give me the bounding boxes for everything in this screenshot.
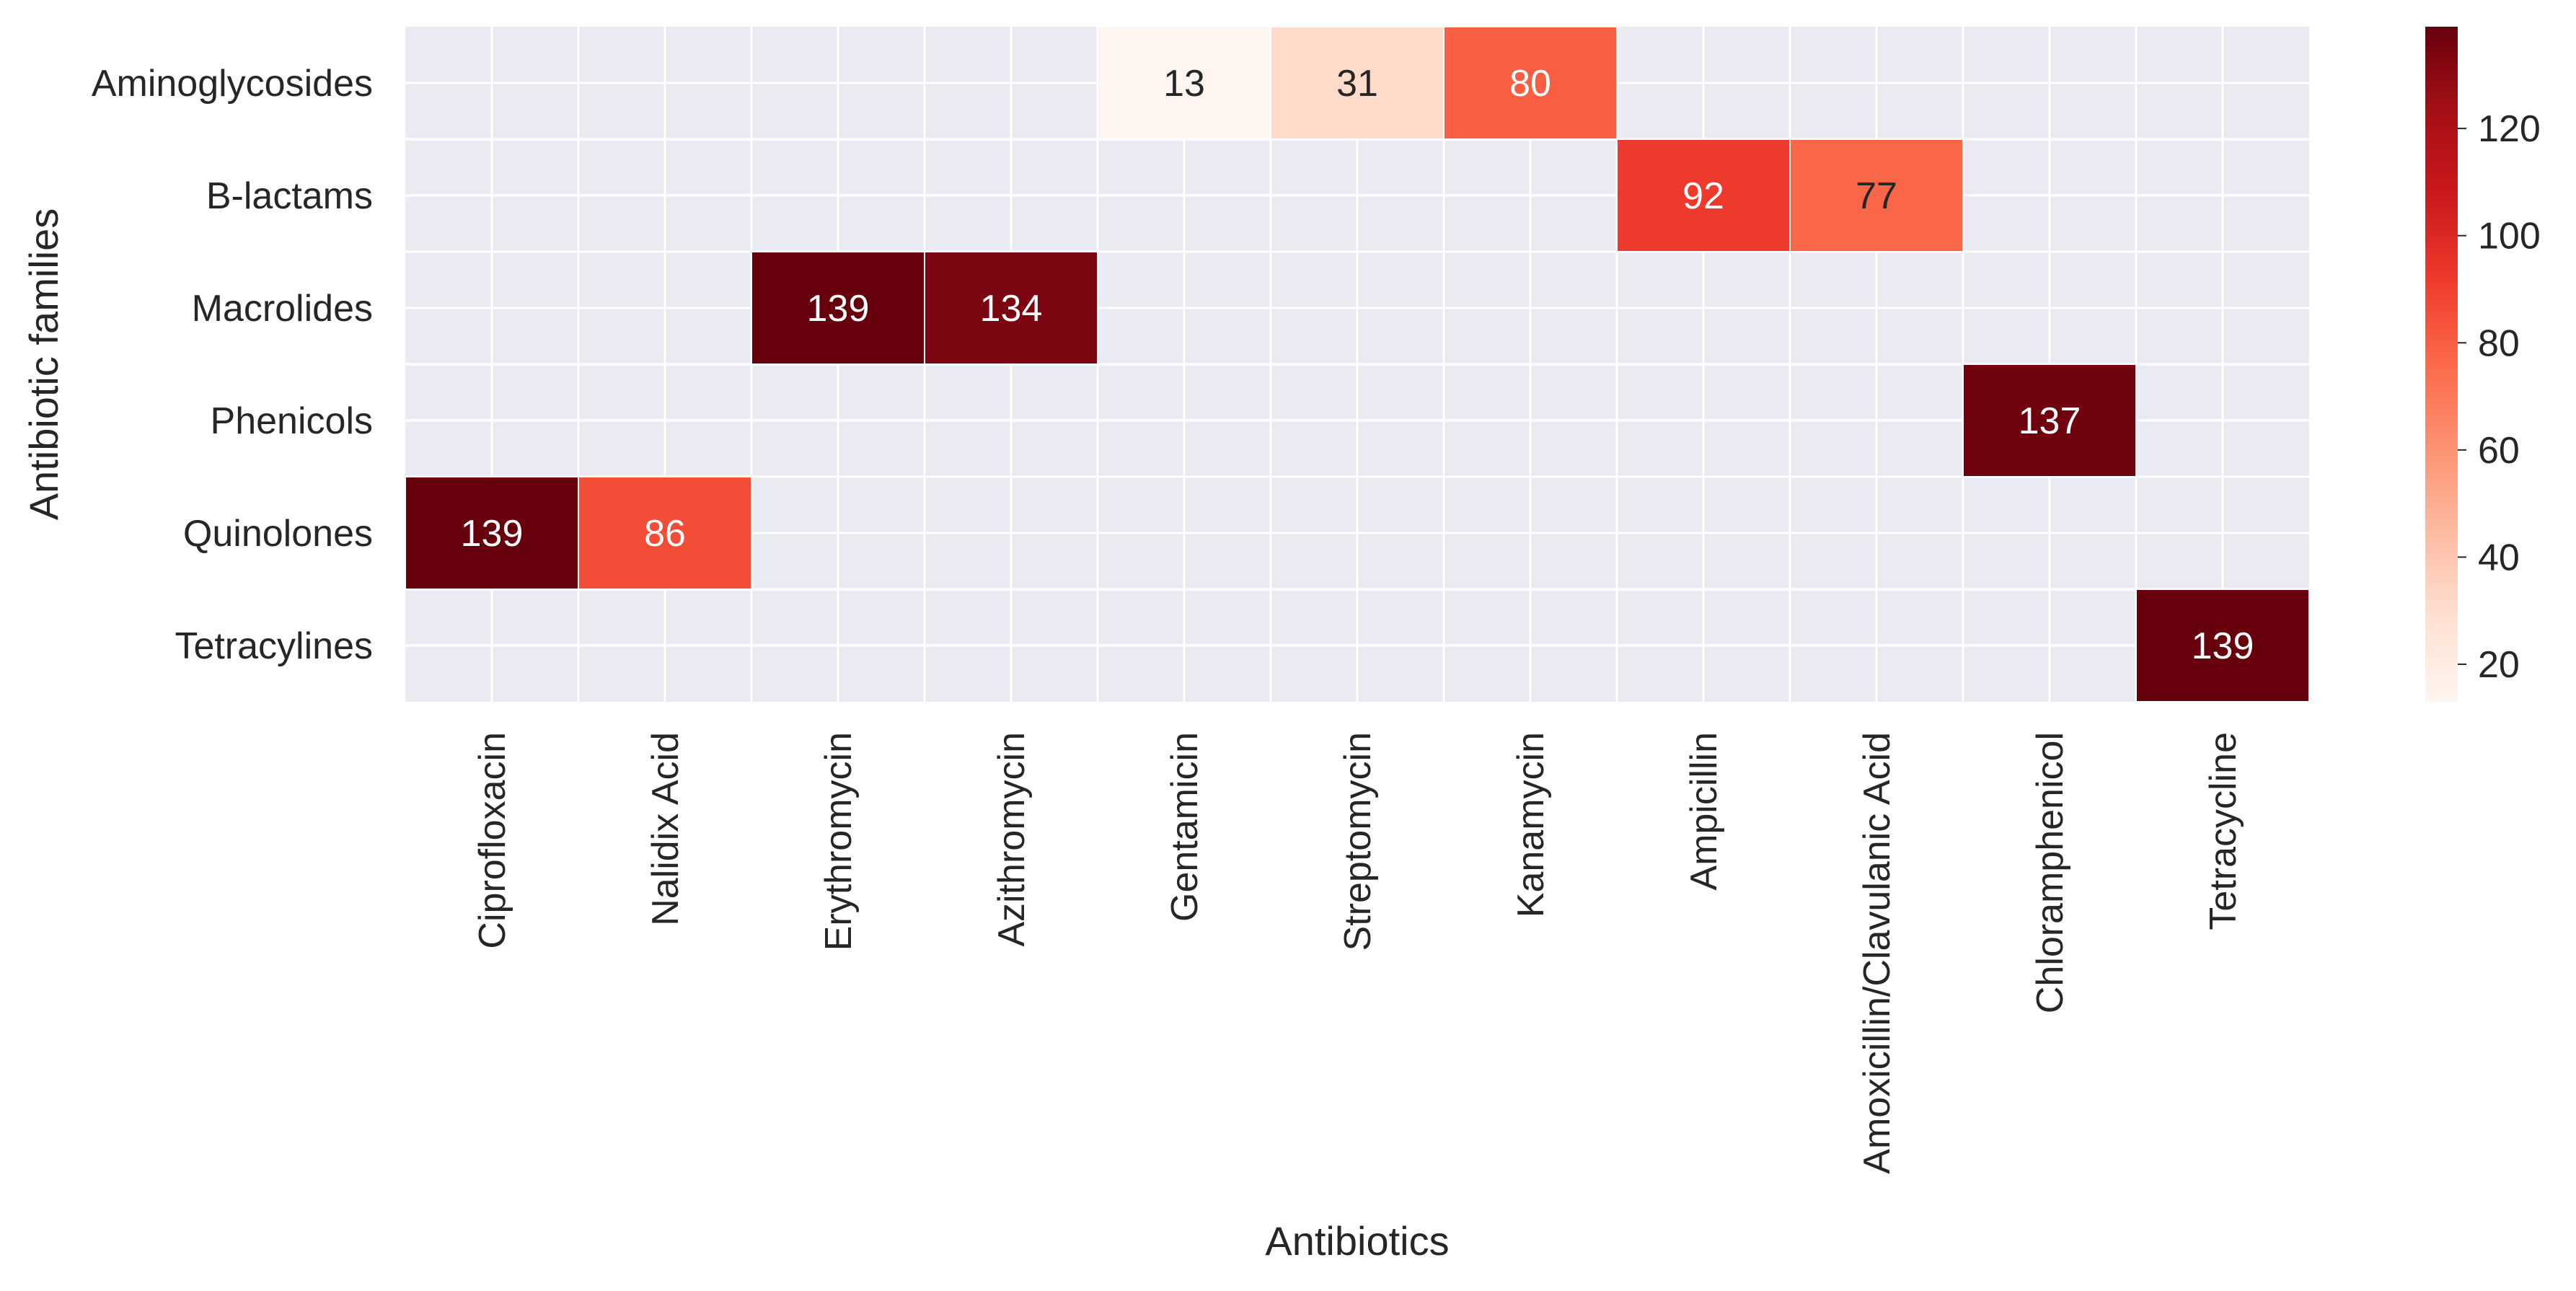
y-tick-label: Phenicols: [211, 400, 373, 442]
cell-value-label: 137: [2019, 400, 2081, 442]
cell-value-label: 13: [1163, 63, 1205, 105]
x-tick-label: Chloramphenicol: [2029, 732, 2071, 1013]
y-tick-label: Macrolides: [192, 288, 373, 330]
y-tick-label: B-lactams: [206, 175, 373, 217]
cell-value-label: 86: [644, 513, 686, 555]
cell-value-label: 139: [2192, 625, 2254, 667]
x-tick-label: Erythromycin: [818, 732, 860, 951]
heatmap-cell: [578, 476, 752, 590]
x-tick-label: Ciprofloxacin: [472, 732, 513, 949]
cell-value-label: 80: [1509, 63, 1551, 105]
heatmap-cell: [1097, 26, 1271, 140]
heatmap-cell: [2135, 589, 2310, 702]
heatmap-cell: [924, 251, 1098, 365]
x-tick-label: Gentamicin: [1164, 732, 1206, 922]
heatmap-cell: [1789, 138, 1964, 252]
cell-value-label: 31: [1336, 63, 1378, 105]
x-tick-label: Ampicillin: [1683, 732, 1725, 891]
x-tick-label: Kanamycin: [1510, 732, 1552, 917]
cell-value-label: 134: [980, 288, 1043, 330]
x-tick-label: Tetracycline: [2202, 732, 2244, 930]
cell-value-label: 77: [1856, 175, 1897, 217]
colorbar-tick-label: 60: [2478, 430, 2520, 472]
cell-value-label: 139: [807, 288, 870, 330]
colorbar-tick-label: 20: [2478, 644, 2520, 686]
heatmap-cell: [1270, 26, 1444, 140]
x-tick-labels: Ciprofloxacin Nalidix Acid Erythromycin Azi…: [472, 732, 2244, 1174]
x-tick-label: Azithromycin: [991, 732, 1033, 947]
colorbar-tick-label: 80: [2478, 322, 2520, 364]
heatmap-cell: [1962, 363, 2137, 477]
colorbar: [2425, 27, 2458, 702]
y-tick-labels: Aminoglycosides B-lactams Macrolides Phenic…: [92, 63, 373, 667]
heatmap-cells: 13 31 80 92 77 139 134 137 139 86 139: [405, 26, 2310, 702]
heatmap-cell: [405, 476, 579, 590]
x-tick-label: Nalidix Acid: [645, 732, 687, 926]
colorbar-tick-label: 40: [2478, 537, 2520, 578]
colorbar-ticks: 20 40 60 80 100 120: [2458, 108, 2541, 686]
x-tick-label: Streptomycin: [1337, 732, 1379, 951]
heatmap-cell: [751, 251, 925, 365]
colorbar-tick-label: 100: [2478, 216, 2541, 257]
y-axis-title: Antibiotic families: [21, 208, 66, 521]
cell-value-label: 139: [461, 513, 524, 555]
y-tick-label: Quinolones: [183, 513, 373, 555]
colorbar-tick-label: 120: [2478, 108, 2541, 150]
cell-value-label: 92: [1682, 175, 1724, 217]
y-tick-label: Tetracylines: [175, 625, 373, 667]
x-tick-label: Amoxicillin/Clavulanic Acid: [1856, 732, 1898, 1174]
y-tick-label: Aminoglycosides: [92, 63, 373, 105]
x-axis-title: Antibiotics: [1265, 1218, 1449, 1264]
heatmap-cell: [1443, 26, 1618, 140]
heatmap-cell: [1616, 138, 1791, 252]
